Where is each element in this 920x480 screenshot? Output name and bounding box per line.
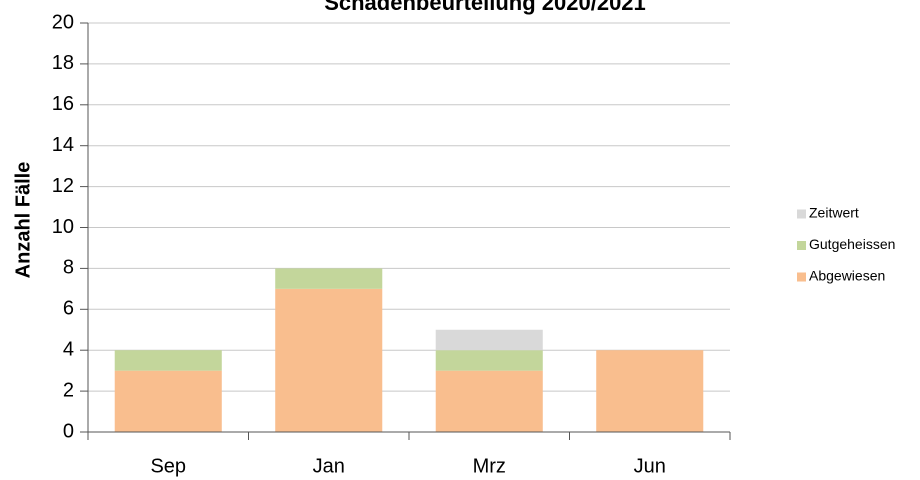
legend-swatch — [797, 209, 806, 219]
x-tick-label: Jun — [634, 455, 666, 477]
bar-segment — [435, 350, 543, 371]
y-tick-label: 4 — [63, 338, 74, 360]
y-tick-label: 14 — [52, 134, 74, 156]
x-tick-label: Jan — [313, 455, 345, 477]
bar-segment — [114, 370, 222, 432]
x-tick-label: Sep — [150, 455, 186, 477]
y-tick-label: 6 — [63, 298, 74, 320]
y-tick-label: 10 — [52, 216, 74, 238]
y-tick-label: 20 — [52, 11, 74, 33]
bar-segment — [596, 350, 704, 432]
x-tick-label: Mrz — [473, 455, 506, 477]
y-tick-label: 16 — [52, 93, 74, 115]
legend-swatch — [797, 272, 806, 282]
bar-segment — [114, 350, 222, 371]
y-axis-label: Anzahl Fälle — [12, 162, 34, 279]
y-tick-label: 18 — [52, 52, 74, 74]
legend-swatch — [797, 241, 806, 250]
chart-title: Schadenbeurteilung 2020/2021 — [324, 0, 646, 15]
legend-label: Zeitwert — [809, 205, 859, 221]
y-tick-label: 0 — [63, 420, 74, 442]
bar-segment — [435, 329, 543, 351]
y-tick-label: 12 — [52, 175, 74, 197]
legend-label: Abgewiesen — [809, 268, 885, 284]
bar-segment — [275, 268, 383, 289]
bar-segment — [435, 370, 543, 432]
bar-segment — [275, 288, 383, 432]
legend-label: Gutgeheissen — [809, 236, 895, 252]
y-tick-label: 8 — [63, 257, 74, 279]
y-tick-label: 2 — [63, 379, 74, 401]
